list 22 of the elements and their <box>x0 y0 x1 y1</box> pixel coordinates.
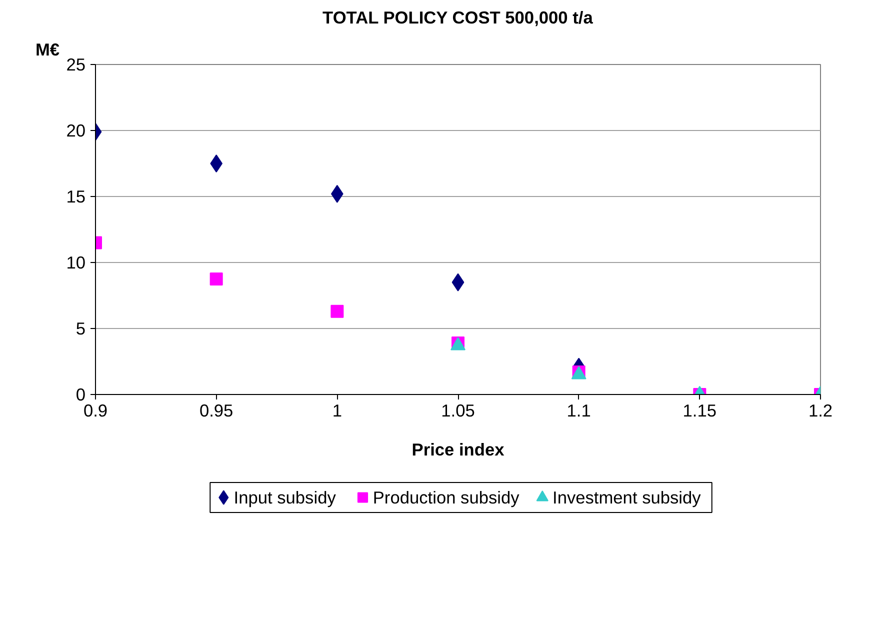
chart-title: TOTAL POLICY COST 500,000 t/a <box>322 8 594 28</box>
x-tick-label: 1.2 <box>808 400 833 420</box>
y-tick-label: 0 <box>76 384 86 404</box>
y-axis-title: M€ <box>36 40 60 60</box>
x-tick-label: 0.95 <box>199 400 234 420</box>
y-tick-label: 5 <box>76 318 86 338</box>
x-axis-title: Price index <box>412 440 505 460</box>
y-tick-label: 10 <box>66 252 86 272</box>
point <box>330 304 344 318</box>
legend-label: Investment subsidy <box>552 488 702 508</box>
legend-label: Production subsidy <box>372 488 520 508</box>
x-tick-label: 1 <box>332 400 342 420</box>
x-tick-label: 1.1 <box>566 400 591 420</box>
y-tick-label: 15 <box>66 186 86 206</box>
point <box>452 273 464 292</box>
x-tick-label: 0.9 <box>83 400 108 420</box>
y-tick-label: 20 <box>66 120 86 140</box>
point <box>210 272 223 286</box>
y-tick-label: 25 <box>66 54 86 74</box>
x-tick-label: 1.05 <box>441 400 475 420</box>
x-tick-label: 1.15 <box>682 400 717 420</box>
legend-label: Input subsidy <box>234 488 336 508</box>
